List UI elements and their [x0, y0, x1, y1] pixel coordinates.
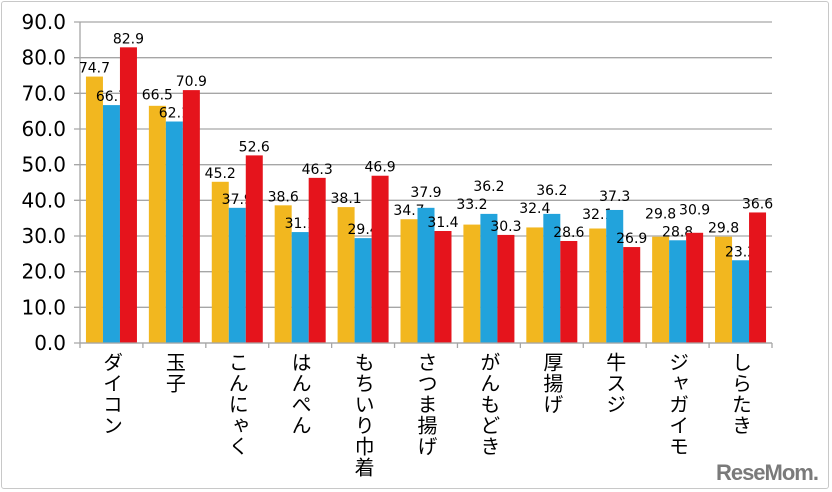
data-label: 37.9 — [222, 192, 253, 208]
y-tick-label: 30.0 — [21, 224, 66, 248]
data-label: 32.4 — [519, 201, 550, 217]
data-label: 28.8 — [662, 224, 693, 240]
y-tick-label: 60.0 — [21, 117, 66, 141]
data-label: 37.9 — [410, 185, 441, 201]
bar — [623, 247, 641, 343]
data-label: 62.1 — [159, 106, 190, 122]
data-label: 46.3 — [302, 162, 333, 178]
bar — [354, 238, 372, 343]
bar — [463, 224, 481, 343]
data-label: 26.9 — [616, 231, 647, 247]
bar — [148, 105, 166, 343]
data-label: 28.6 — [553, 225, 584, 241]
y-tick-label: 20.0 — [21, 260, 66, 284]
y-tick-label: 80.0 — [21, 46, 66, 70]
y-tick-label: 50.0 — [21, 153, 66, 177]
y-tick-label: 0.0 — [34, 331, 66, 355]
y-tick-label: 10.0 — [21, 295, 66, 319]
data-label: 30.3 — [490, 219, 521, 235]
bar — [606, 209, 624, 343]
category-label: 厚揚げ — [539, 352, 564, 415]
data-label: 29.8 — [708, 221, 739, 237]
bar — [560, 240, 578, 343]
data-label: 34.7 — [393, 203, 424, 219]
category-label: しらたき — [728, 352, 753, 436]
data-label: 36.2 — [473, 179, 504, 195]
data-label: 45.2 — [205, 166, 236, 182]
category-label: 玉子 — [162, 352, 187, 394]
y-tick-label: 40.0 — [21, 188, 66, 212]
y-tick-label: 70.0 — [21, 81, 66, 105]
data-label: 37.3 — [599, 189, 630, 205]
data-label: 32.1 — [582, 207, 613, 223]
bar — [291, 232, 309, 343]
bar — [245, 155, 263, 343]
bar — [543, 213, 561, 343]
bar — [102, 105, 120, 343]
data-label: 52.6 — [239, 139, 270, 155]
bar — [497, 234, 515, 343]
bar — [417, 207, 435, 343]
bar — [480, 213, 498, 343]
category-label: ダイコン — [99, 352, 124, 436]
data-label: 36.6 — [742, 196, 773, 212]
bar — [85, 76, 103, 343]
bar — [274, 205, 292, 343]
data-label: 29.8 — [645, 206, 676, 222]
data-label: 36.2 — [536, 183, 567, 199]
y-tick-label: 90.0 — [21, 10, 66, 34]
data-label: 82.9 — [113, 31, 144, 47]
bar — [182, 90, 200, 343]
data-label: 29.4 — [348, 222, 379, 238]
data-label: 30.9 — [679, 203, 710, 219]
bar — [228, 207, 246, 343]
bar — [211, 181, 229, 343]
bar — [652, 236, 670, 343]
resemom-logo: ReseMom. — [715, 460, 819, 485]
bar — [715, 236, 733, 343]
bar — [337, 207, 355, 343]
data-label: 70.9 — [176, 74, 207, 90]
category-label: さつま揚げ — [414, 352, 438, 457]
data-label: 33.2 — [456, 197, 487, 213]
bar — [434, 231, 452, 343]
data-label: 23.2 — [725, 244, 756, 260]
bar — [308, 177, 326, 343]
data-label: 74.7 — [79, 61, 110, 77]
category-label: がんもどき — [476, 352, 501, 457]
bar — [749, 212, 767, 343]
category-label: はんぺん — [288, 352, 313, 436]
category-label: 牛スジ — [602, 352, 627, 415]
data-label: 38.6 — [268, 189, 299, 205]
data-label: 66.7 — [96, 89, 127, 105]
data-label: 38.1 — [331, 191, 362, 207]
bar — [526, 227, 544, 343]
bar — [119, 47, 137, 343]
category-label: もちいり巾着 — [351, 352, 376, 478]
category-label: ジャガイモ — [665, 352, 690, 457]
data-label: 31.1 — [285, 216, 316, 232]
category-label: こんにゃく — [225, 352, 250, 457]
bar — [371, 175, 389, 343]
bar — [669, 240, 687, 343]
data-label: 46.9 — [365, 160, 396, 176]
data-label: 31.4 — [427, 215, 458, 231]
bar — [400, 219, 418, 343]
bar — [732, 260, 750, 343]
bar — [589, 228, 607, 343]
bar — [165, 121, 183, 343]
data-label: 66.5 — [142, 88, 173, 104]
bar — [686, 232, 704, 343]
